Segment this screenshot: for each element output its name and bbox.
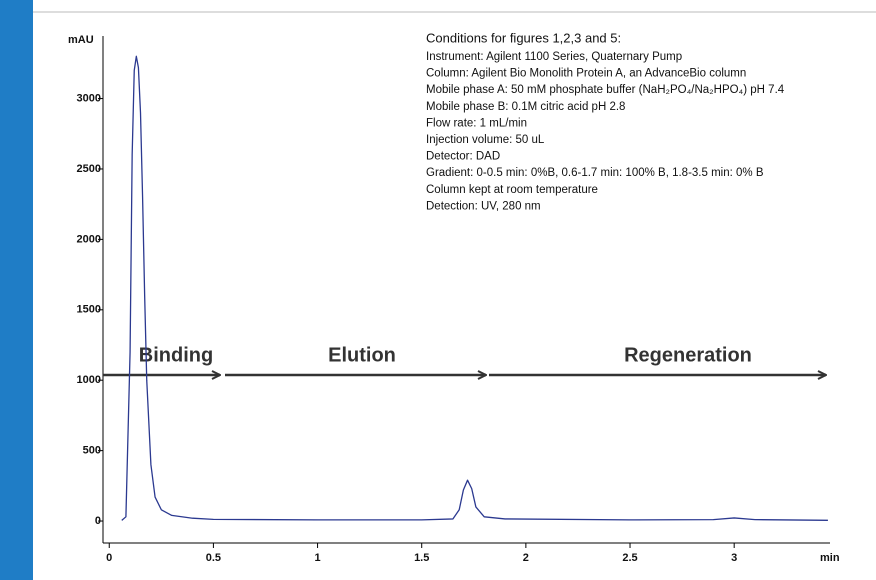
annotation: Regeneration — [624, 344, 752, 366]
condition-line: Mobile phase B: 0.1M citric acid pH 2.8 — [426, 101, 625, 113]
condition-line: Detection: UV, 280 nm — [426, 200, 541, 212]
condition-line: Gradient: 0-0.5 min: 0%B, 0.6-1.7 min: 1… — [426, 167, 764, 179]
x-tick-label: 2.5 — [622, 552, 637, 564]
x-tick-label: 1 — [314, 552, 320, 564]
conditions-title: Conditions for figures 1,2,3 and 5: — [426, 30, 621, 45]
annotation: Binding — [139, 344, 213, 366]
condition-line: Instrument: Agilent 1100 Series, Quatern… — [426, 51, 682, 63]
condition-line: Column: Agilent Bio Monolith Protein A, … — [426, 68, 746, 80]
side-bar — [0, 0, 33, 580]
condition-line: Column kept at room temperature — [426, 184, 598, 196]
condition-line: Mobile phase A: 50 mM phosphate buffer (… — [426, 84, 785, 96]
x-tick-label: 3 — [731, 552, 737, 564]
x-axis-label: min — [820, 552, 840, 564]
condition-line: Injection volume: 50 uL — [426, 134, 545, 146]
condition-line: Flow rate: 1 mL/min — [426, 117, 527, 129]
annotation: Elution — [328, 344, 396, 366]
trace — [121, 55, 828, 521]
y-tick-label: 1000 — [77, 374, 101, 386]
condition-line: Detector: DAD — [426, 151, 500, 163]
x-tick-label: 0 — [106, 552, 112, 564]
y-tick-label: 3000 — [77, 92, 101, 104]
y-tick-label: 0 — [95, 515, 101, 527]
y-axis-label: mAU — [68, 34, 94, 46]
y-tick-label: 500 — [83, 445, 101, 457]
x-tick-label: 0.5 — [206, 552, 221, 564]
y-tick-label: 1500 — [77, 304, 101, 316]
y-tick-label: 2000 — [77, 233, 101, 245]
x-tick-label: 2 — [523, 552, 529, 564]
x-tick-label: 1.5 — [414, 552, 429, 564]
y-tick-label: 2500 — [77, 163, 101, 175]
